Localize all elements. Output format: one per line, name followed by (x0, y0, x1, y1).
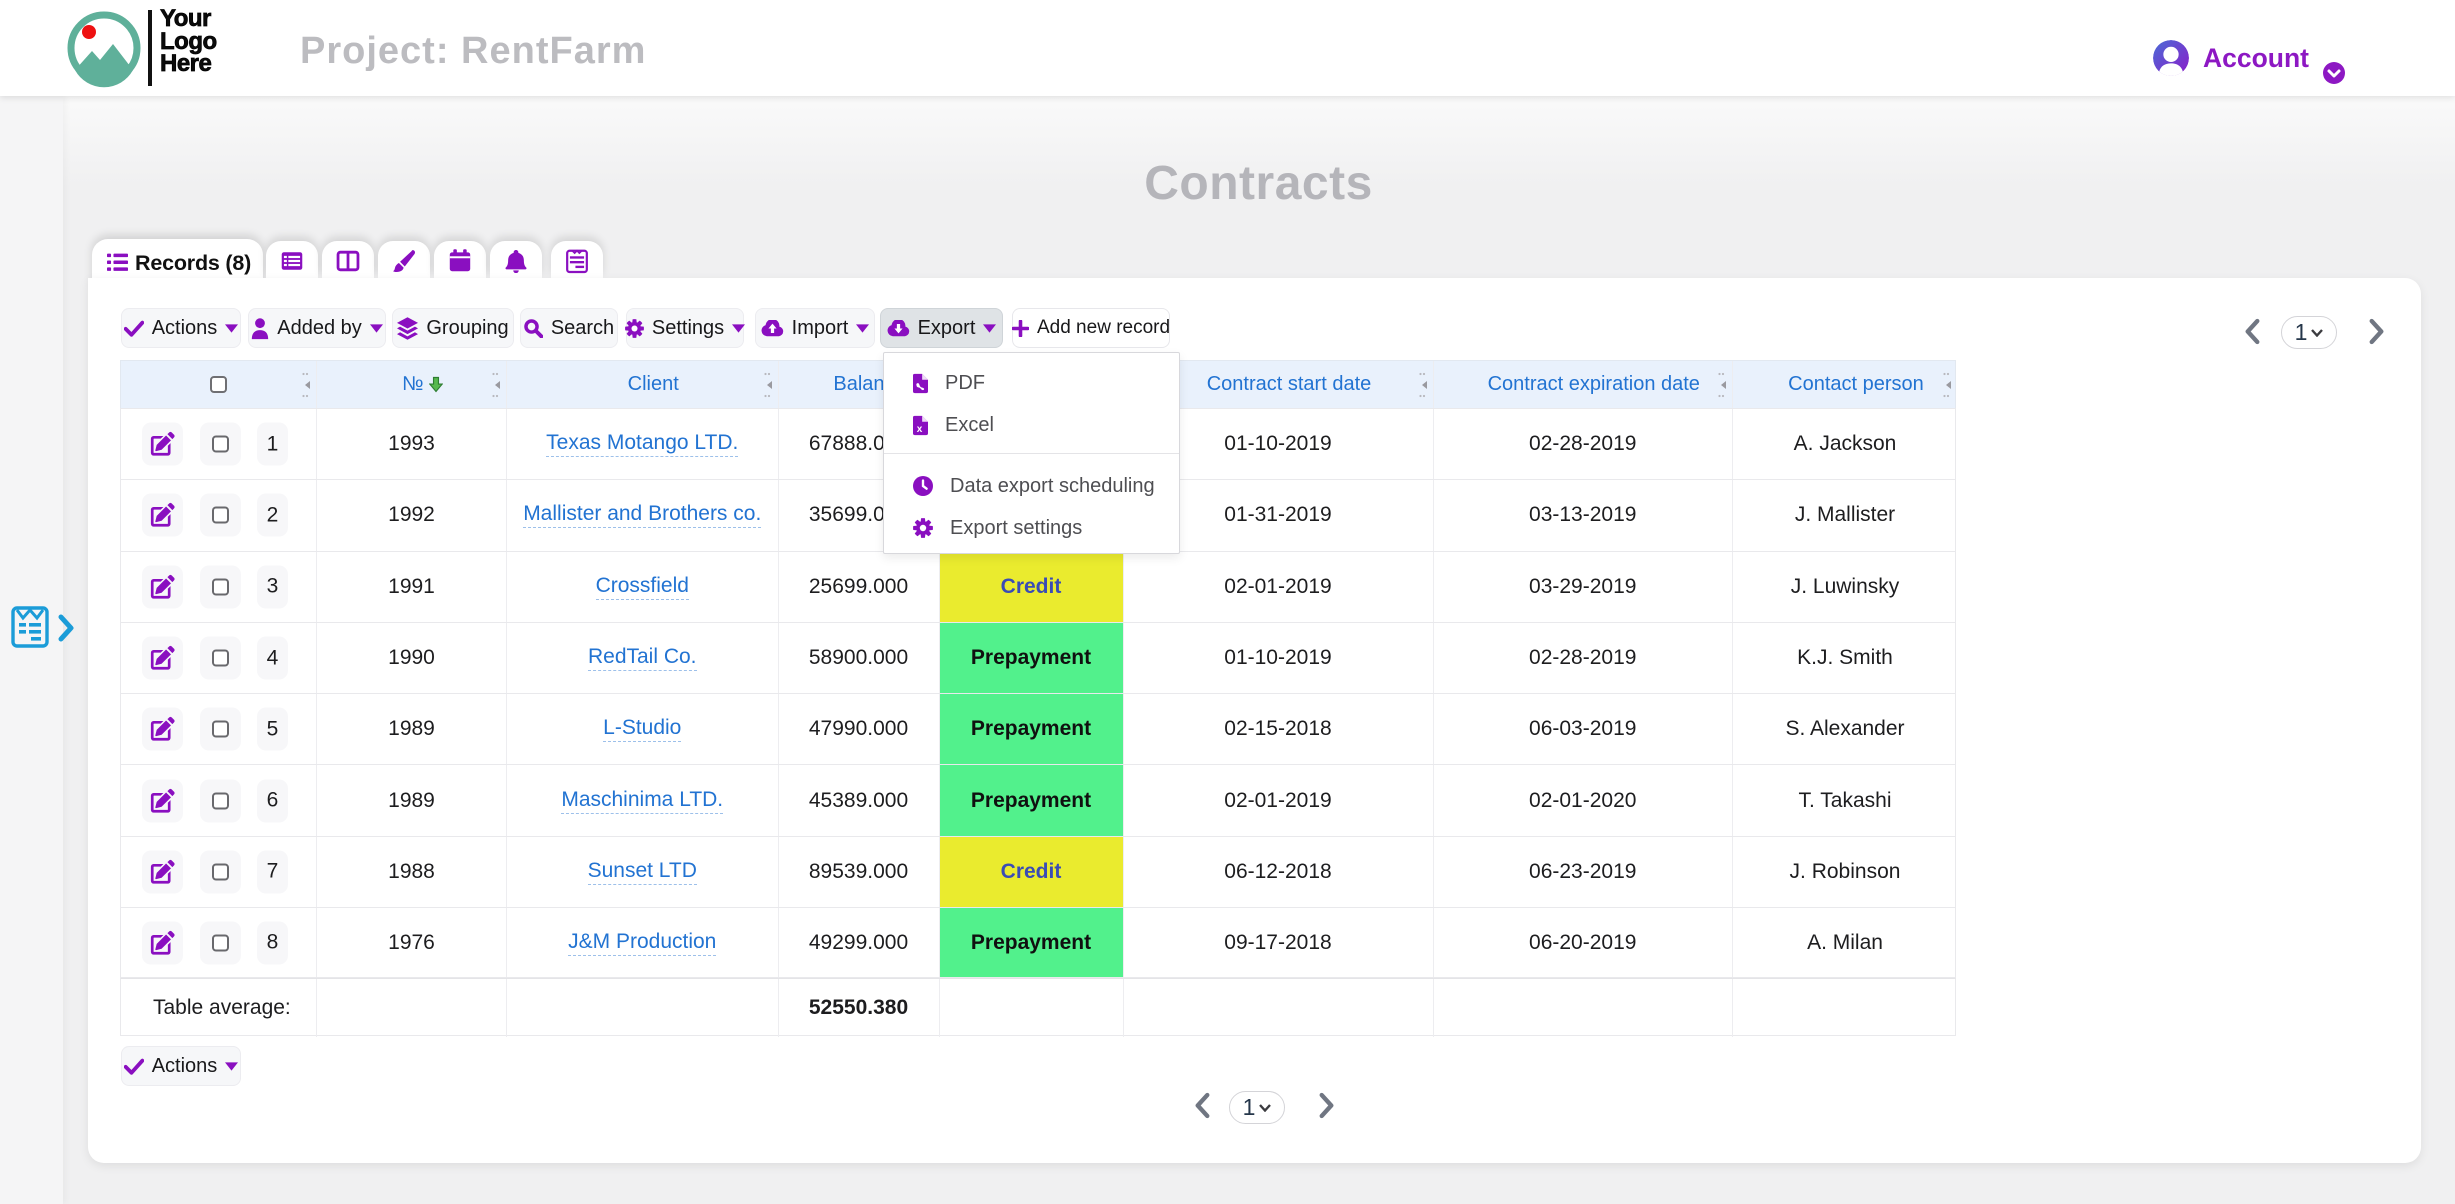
svg-text:x: x (917, 424, 923, 435)
